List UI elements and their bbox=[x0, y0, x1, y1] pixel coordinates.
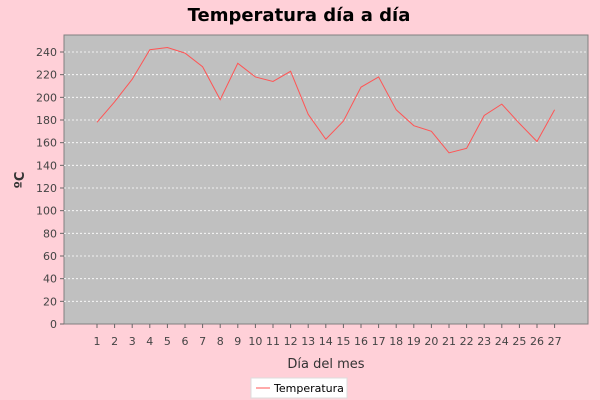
data-point bbox=[395, 108, 398, 111]
gridlines bbox=[64, 51, 588, 302]
y-axis: 0 20 40 60 80 100 120 140 160 180 200 220 240 bbox=[36, 46, 64, 331]
data-point bbox=[360, 86, 363, 89]
x-tick-label: 19 bbox=[407, 335, 421, 348]
y-tick-label: 120 bbox=[36, 182, 57, 195]
x-tick-label: 23 bbox=[477, 335, 491, 348]
legend-label-temperatura: Temperatura bbox=[273, 382, 344, 395]
y-tick-label: 140 bbox=[36, 159, 57, 172]
y-tick-label: 220 bbox=[36, 69, 57, 82]
data-point bbox=[324, 138, 327, 141]
x-axis: 1 2 3 4 5 6 7 8 9 10 11 12 13 14 15 16 17 18 19 20 21 22 23 24 2… bbox=[94, 324, 562, 348]
chart-title: Temperatura día a día bbox=[188, 5, 411, 26]
x-tick-label: 25 bbox=[512, 335, 526, 348]
data-point bbox=[254, 75, 257, 78]
x-tick-label: 27 bbox=[548, 335, 562, 348]
y-tick-label: 180 bbox=[36, 114, 57, 127]
data-point bbox=[342, 120, 345, 123]
x-tick-label: 9 bbox=[234, 335, 241, 348]
data-point bbox=[236, 62, 239, 65]
x-tick-label: 16 bbox=[354, 335, 368, 348]
data-point bbox=[272, 80, 275, 83]
data-point bbox=[553, 108, 556, 111]
x-tick-label: 22 bbox=[460, 335, 474, 348]
x-tick-label: 12 bbox=[284, 335, 298, 348]
data-point bbox=[219, 98, 222, 101]
data-point bbox=[377, 75, 380, 78]
y-tick-label: 240 bbox=[36, 46, 57, 59]
series-layer bbox=[96, 46, 556, 154]
data-point bbox=[148, 48, 151, 51]
data-point bbox=[96, 121, 99, 124]
x-tick-label: 20 bbox=[424, 335, 438, 348]
y-tick-label: 160 bbox=[36, 137, 57, 150]
data-point bbox=[113, 100, 116, 103]
x-tick-label: 14 bbox=[319, 335, 333, 348]
series-line-temperatura bbox=[96, 46, 556, 154]
data-point bbox=[536, 140, 539, 143]
x-tick-label: 24 bbox=[495, 335, 509, 348]
x-tick-label: 13 bbox=[301, 335, 315, 348]
y-tick-label: 100 bbox=[36, 205, 57, 218]
x-tick-label: 11 bbox=[266, 335, 280, 348]
y-axis-label: ºC bbox=[13, 172, 28, 189]
x-tick-label: 6 bbox=[182, 335, 189, 348]
plot-area bbox=[63, 34, 589, 325]
data-point bbox=[448, 151, 451, 154]
data-point bbox=[518, 122, 521, 125]
y-tick-label: 40 bbox=[43, 273, 57, 286]
y-tick-label: 20 bbox=[43, 295, 57, 308]
x-tick-label: 18 bbox=[389, 335, 403, 348]
y-tick-label: 60 bbox=[43, 250, 57, 263]
data-point bbox=[166, 46, 169, 49]
x-tick-label: 2 bbox=[111, 335, 118, 348]
data-point bbox=[201, 65, 204, 68]
y-tick-label: 80 bbox=[43, 227, 57, 240]
data-point bbox=[289, 70, 292, 73]
x-tick-label: 7 bbox=[199, 335, 206, 348]
x-tick-label: 21 bbox=[442, 335, 456, 348]
legend: Temperatura bbox=[250, 377, 348, 399]
x-tick-label: 8 bbox=[217, 335, 224, 348]
y-tick-label: 200 bbox=[36, 91, 57, 104]
x-tick-label: 26 bbox=[530, 335, 544, 348]
x-tick-label: 10 bbox=[248, 335, 262, 348]
x-tick-label: 4 bbox=[146, 335, 153, 348]
y-tick-label: 0 bbox=[50, 318, 57, 331]
x-tick-label: 3 bbox=[129, 335, 136, 348]
data-point bbox=[131, 78, 134, 81]
data-point bbox=[184, 52, 187, 55]
data-point bbox=[483, 114, 486, 117]
data-point bbox=[412, 124, 415, 127]
x-axis-label: Día del mes bbox=[287, 357, 364, 372]
data-point bbox=[500, 103, 503, 106]
x-tick-label: 1 bbox=[94, 335, 101, 348]
x-tick-label: 17 bbox=[372, 335, 386, 348]
legend-box bbox=[250, 377, 348, 399]
data-point bbox=[430, 130, 433, 133]
x-tick-label: 5 bbox=[164, 335, 171, 348]
x-tick-label: 15 bbox=[336, 335, 350, 348]
data-point bbox=[465, 147, 468, 150]
data-point bbox=[307, 113, 310, 116]
